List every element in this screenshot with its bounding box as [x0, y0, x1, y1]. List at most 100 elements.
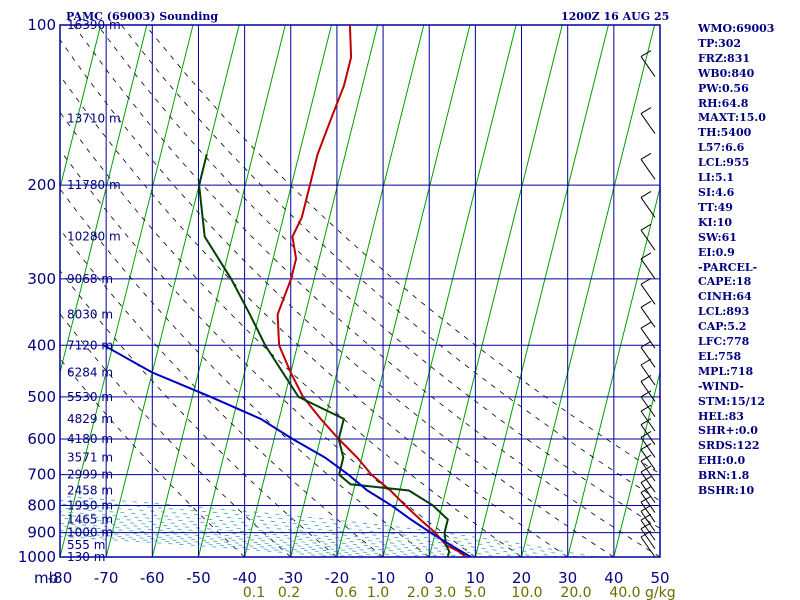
index-item: PW:0.56: [698, 81, 749, 95]
wind-barb: [640, 364, 656, 386]
index-item: LI:5.1: [698, 171, 735, 185]
isotherm-line: [336, 25, 471, 557]
background-lines: [60, 25, 660, 557]
wind-barb-feather: [640, 504, 652, 512]
mixing-ratio-label: 5.0: [464, 585, 486, 600]
pressure-tick-label: 900: [27, 524, 56, 542]
dry-adiabat: [97, 25, 660, 529]
index-item: WMO:69003: [698, 22, 775, 35]
wind-barb: [640, 437, 656, 458]
wind-barb-feather: [640, 107, 652, 115]
index-item: SHR+:0.0: [698, 424, 758, 438]
dry-adiabat: [120, 25, 660, 502]
index-item: RH:64.8: [698, 96, 749, 110]
temperature-tick-label: -60: [140, 569, 165, 587]
temperature-tick-label: -70: [94, 569, 119, 587]
wind-barb: [640, 258, 656, 280]
wind-barb: [640, 159, 656, 180]
index-item: SRDS:122: [698, 439, 760, 453]
sounding-time: 1200Z 16 AUG 25: [561, 10, 669, 23]
dry-adiabat: [60, 188, 430, 557]
pressure-tick-label: 400: [27, 336, 56, 354]
height-label: 10280 m: [67, 230, 121, 244]
index-item: CAPE:18: [698, 275, 752, 289]
index-item: WB0:840: [698, 66, 755, 80]
wind-barb-feather: [640, 454, 652, 462]
wind-barb: [640, 327, 656, 349]
height-label: 11780 m: [67, 178, 121, 192]
index-item: BRN:1.8: [698, 469, 750, 483]
mixing-ratio-label: 40.0: [609, 585, 640, 600]
index-item: KI:10: [698, 215, 733, 229]
wind-barb: [640, 471, 656, 493]
isotherm-line: [60, 25, 194, 557]
wind-barb: [640, 424, 656, 445]
pressure-tick-label: 700: [27, 466, 56, 484]
pressure-tick-label: 200: [27, 176, 56, 194]
index-item: HEL:83: [698, 409, 744, 423]
dry-adiabat: [60, 228, 384, 557]
index-item: MAXT:15.0: [698, 111, 766, 125]
height-label: 7120 m: [67, 338, 113, 352]
mixing-ratio-label: 2.0: [407, 585, 429, 600]
height-label: 3571 m: [67, 450, 113, 464]
height-label: 6284 m: [67, 366, 113, 380]
index-item: SI:4.6: [698, 185, 735, 199]
temperature-tick-label: 20: [512, 569, 531, 587]
wind-barb: [640, 511, 656, 532]
mixing-ratio-label: 0.2: [278, 585, 300, 600]
pressure-tick-label: 100: [27, 16, 56, 34]
wind-barb: [640, 410, 656, 432]
wind-barbs: [640, 50, 656, 558]
temperature-tick-label: 0: [424, 569, 434, 587]
moist-adiabat: [60, 517, 485, 557]
isotherm-line: [521, 25, 656, 557]
wind-barb-feather: [640, 277, 652, 285]
wind-barb-feather: [640, 404, 652, 412]
pressure-tick-label: 800: [27, 496, 56, 514]
wind-barb: [640, 113, 656, 134]
index-item: EL:758: [698, 349, 742, 363]
wind-barb: [640, 396, 656, 418]
wind-barb: [640, 347, 656, 368]
temperature-tick-label: -30: [279, 569, 304, 587]
wind-barb: [640, 197, 656, 218]
grid: [59, 24, 661, 558]
wind-barb-feather: [640, 513, 652, 521]
index-item: STM:15/12: [698, 394, 765, 408]
wind-barb: [640, 536, 656, 558]
temperature-tick-label: 50: [650, 569, 669, 587]
height-label: 4829 m: [67, 412, 113, 426]
wind-barb: [640, 449, 656, 470]
height-label: 1465 m: [67, 512, 113, 526]
temperature-tick-label: -10: [371, 569, 396, 587]
index-item: TT:49: [698, 200, 733, 214]
isotherm-line: [151, 25, 286, 557]
height-label: 555 m: [67, 538, 105, 552]
dry-adiabat: [60, 149, 476, 557]
height-label: 1000 m: [67, 526, 113, 540]
wind-barb: [640, 519, 656, 541]
wind-barb-feather: [640, 390, 652, 398]
wind-barb: [640, 492, 656, 513]
height-label: 8030 m: [67, 307, 113, 321]
index-item: SW:61: [698, 230, 737, 244]
index-item: LCL:893: [698, 305, 750, 319]
isotherm-line: [567, 185, 660, 557]
pressure-tick-label: 300: [27, 270, 56, 288]
isotherm-line: [244, 25, 379, 557]
wind-barb-feather: [640, 50, 652, 57]
temperature-trace: [276, 25, 467, 557]
dewpoint-trace: [198, 154, 451, 557]
temperature-tick-label: 30: [558, 569, 577, 587]
mixing-ratio-label: 0.6: [335, 585, 357, 600]
moist-adiabat: [60, 507, 541, 557]
dry-adiabat: [60, 111, 522, 557]
height-label: 2999 m: [67, 468, 113, 482]
sounding-traces: [103, 25, 472, 557]
wind-barb-feather: [640, 223, 652, 231]
wind-barb-feather: [640, 340, 652, 348]
wind-barb-feather: [640, 191, 652, 198]
wind-barb: [640, 56, 656, 77]
